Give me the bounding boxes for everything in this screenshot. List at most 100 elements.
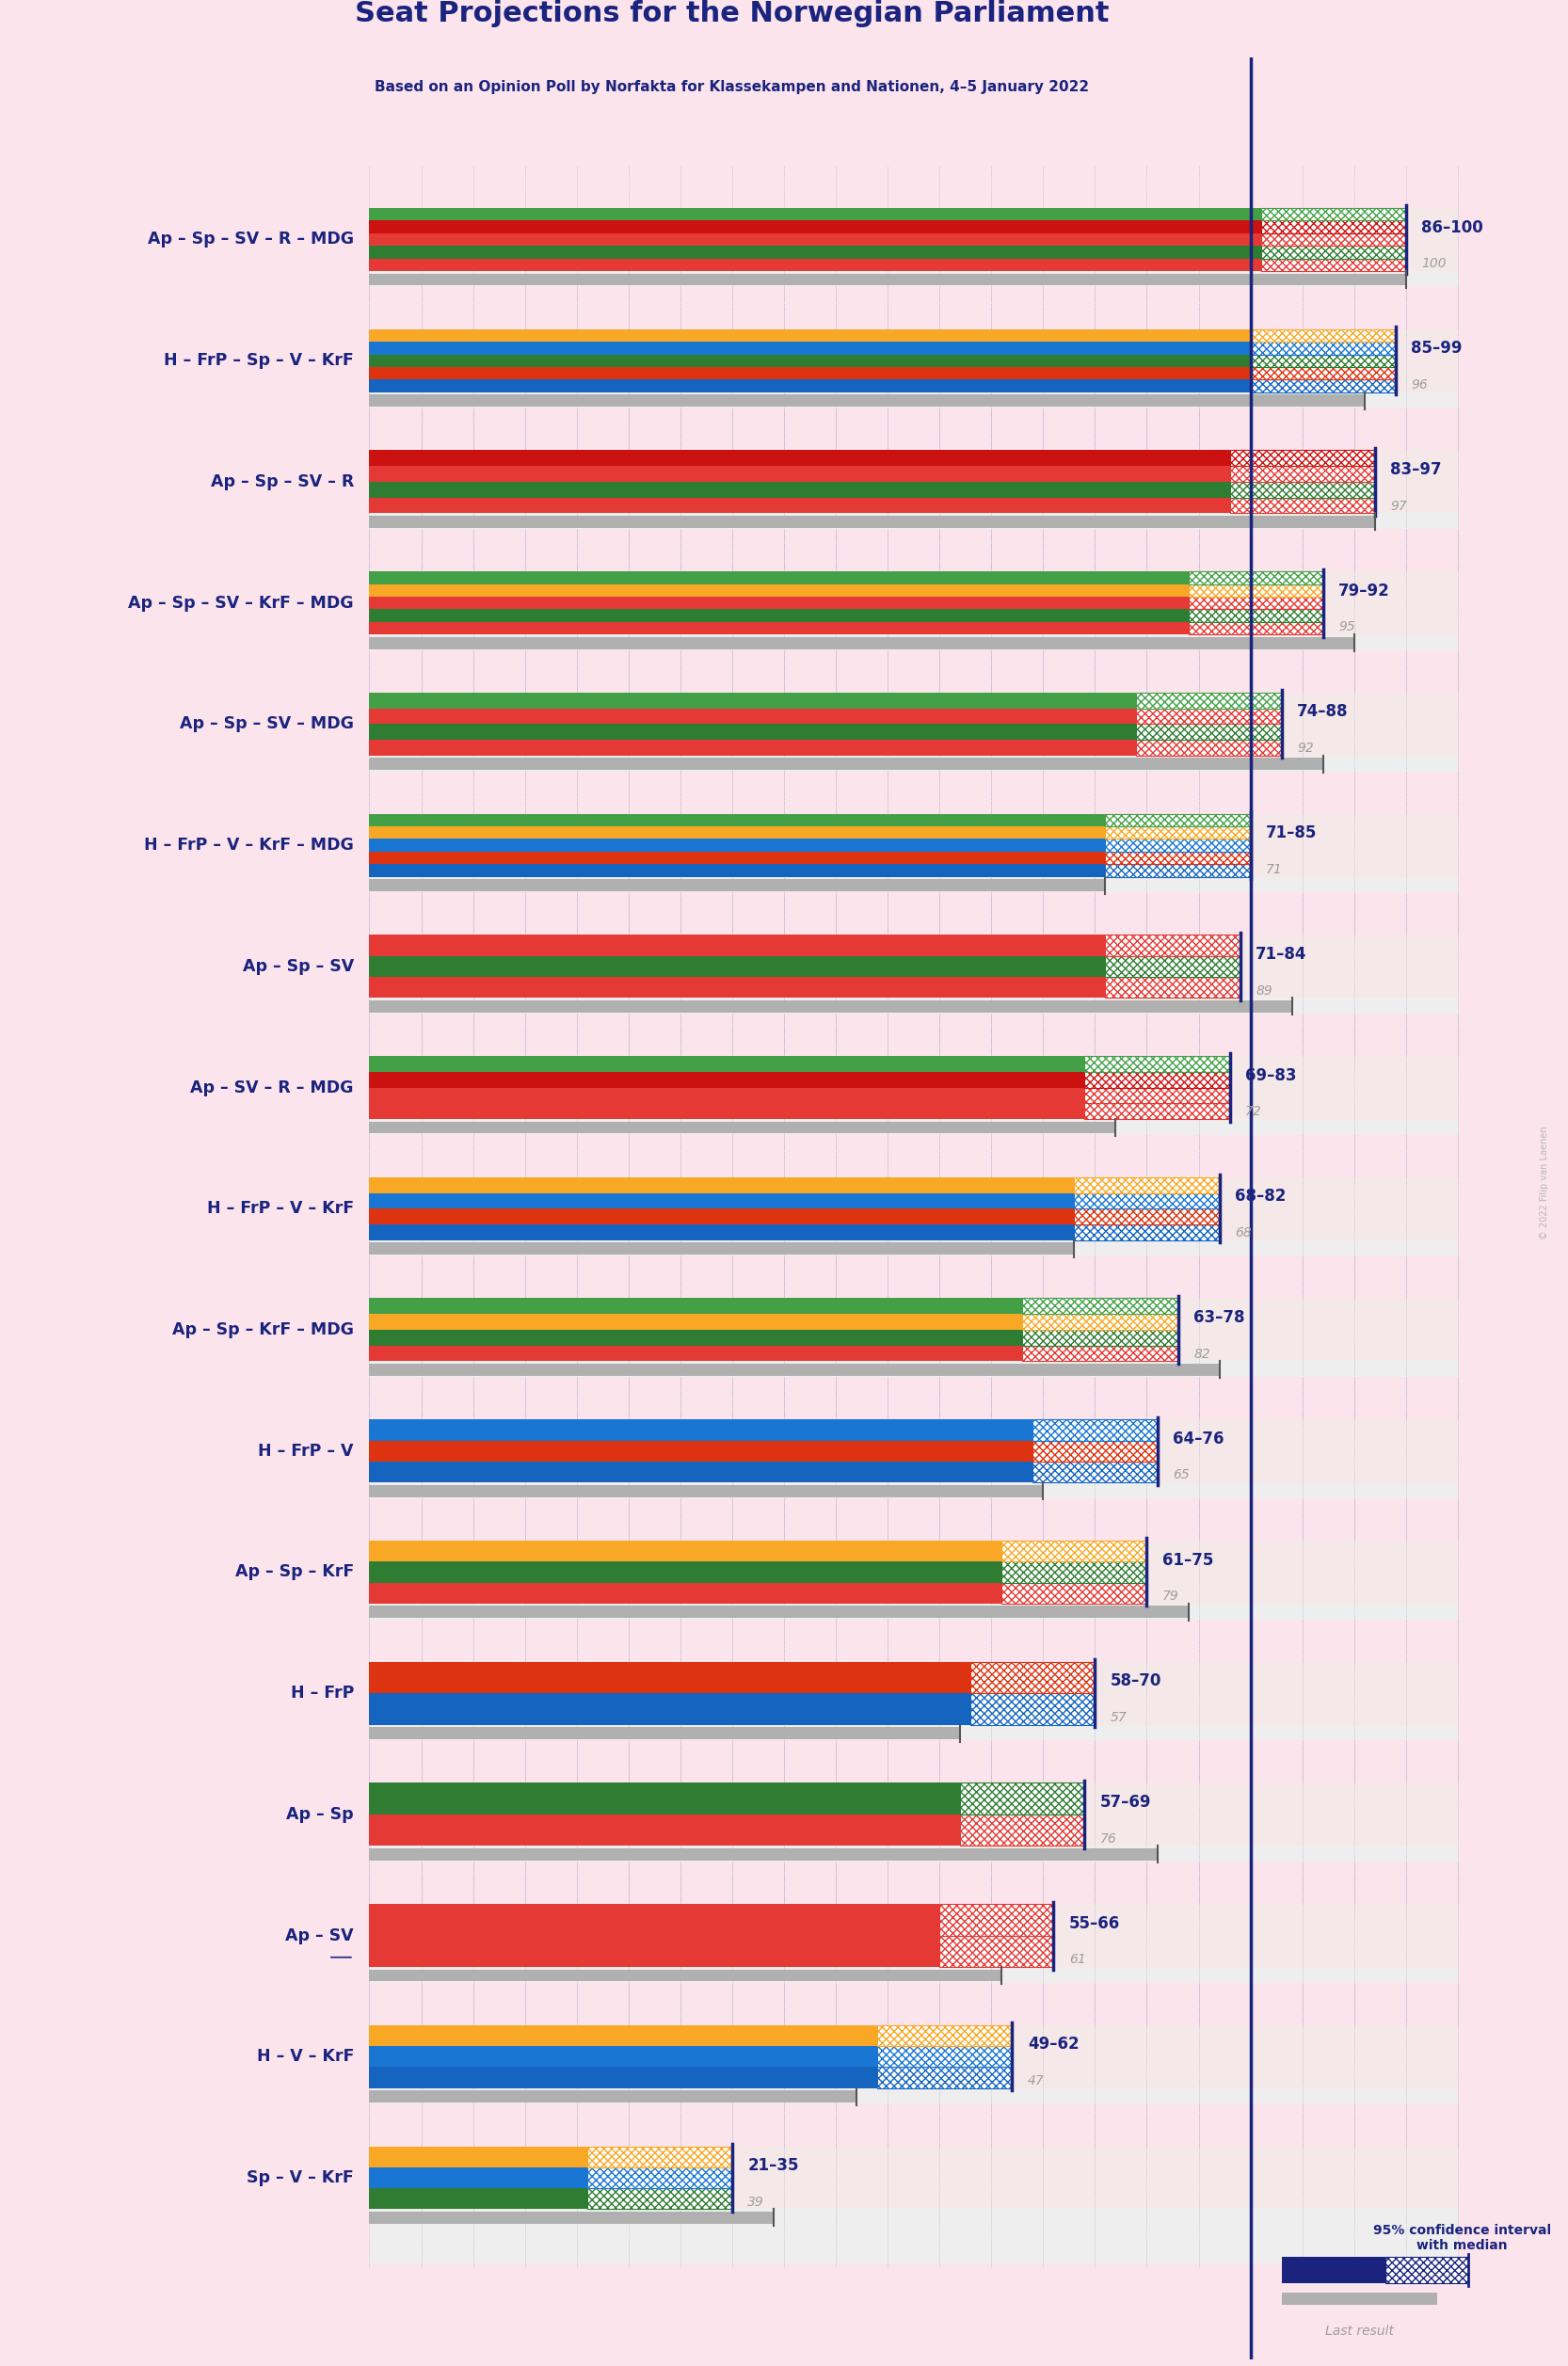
Bar bbox=[939, 1935, 1054, 1966]
Bar bbox=[1022, 1313, 1178, 1330]
Bar bbox=[370, 1242, 1074, 1254]
Text: 83–97: 83–97 bbox=[1391, 461, 1443, 478]
Bar bbox=[370, 220, 1261, 234]
Bar bbox=[370, 956, 1105, 977]
Bar bbox=[370, 1178, 1458, 1240]
Text: 76: 76 bbox=[1101, 1831, 1116, 1845]
Text: 58–70: 58–70 bbox=[1110, 1673, 1162, 1689]
Bar bbox=[370, 1299, 1022, 1313]
Bar bbox=[370, 741, 1137, 755]
Bar bbox=[370, 693, 1458, 755]
Bar bbox=[1137, 724, 1281, 741]
Bar bbox=[370, 880, 1105, 892]
Bar bbox=[960, 1784, 1085, 1815]
Text: 68–82: 68–82 bbox=[1236, 1188, 1286, 1204]
Bar bbox=[939, 1905, 1054, 1935]
Bar bbox=[370, 707, 1137, 724]
Bar bbox=[1022, 1346, 1178, 1360]
Bar bbox=[1250, 341, 1396, 355]
Text: 86–100: 86–100 bbox=[1422, 220, 1483, 237]
Bar bbox=[1105, 977, 1240, 998]
Bar bbox=[370, 1360, 1458, 1415]
Bar bbox=[370, 1969, 1002, 1980]
Bar bbox=[370, 636, 1355, 648]
Text: 71: 71 bbox=[1265, 864, 1283, 875]
Text: 55–66: 55–66 bbox=[1069, 1914, 1120, 1931]
Text: 57: 57 bbox=[1110, 1711, 1127, 1725]
Bar bbox=[1250, 355, 1396, 367]
Bar bbox=[370, 998, 1458, 1053]
Bar bbox=[370, 1178, 1074, 1192]
Text: 57–69: 57–69 bbox=[1101, 1793, 1151, 1810]
Bar bbox=[370, 724, 1137, 741]
Bar bbox=[370, 771, 1458, 814]
Bar bbox=[370, 878, 1458, 932]
Text: H – FrP – V – KrF: H – FrP – V – KrF bbox=[207, 1200, 354, 1216]
Bar bbox=[370, 1055, 1085, 1072]
Bar bbox=[1137, 693, 1281, 707]
Bar bbox=[370, 1330, 1022, 1346]
Text: 49–62: 49–62 bbox=[1027, 2037, 1079, 2054]
Text: 82: 82 bbox=[1193, 1346, 1210, 1360]
Bar bbox=[960, 1815, 1085, 1845]
Bar bbox=[370, 166, 1458, 208]
Bar bbox=[370, 1136, 1458, 1178]
Bar bbox=[877, 2068, 1011, 2089]
Text: Ap – Sp – SV – R – MDG: Ap – Sp – SV – R – MDG bbox=[147, 232, 354, 248]
Bar bbox=[1229, 450, 1375, 466]
Bar bbox=[1385, 2257, 1468, 2283]
Bar bbox=[370, 757, 1323, 769]
Bar bbox=[370, 1784, 960, 1815]
Bar bbox=[370, 1209, 1074, 1223]
Bar bbox=[370, 1727, 960, 1739]
Text: 47: 47 bbox=[1027, 2075, 1044, 2087]
Bar bbox=[1261, 258, 1406, 272]
Bar bbox=[370, 935, 1105, 956]
Bar bbox=[1137, 741, 1281, 755]
Bar bbox=[370, 1848, 1157, 1860]
Bar bbox=[370, 513, 1458, 568]
Bar bbox=[370, 1583, 1002, 1604]
Text: 68: 68 bbox=[1236, 1226, 1251, 1240]
Bar bbox=[370, 1088, 1085, 1103]
Bar bbox=[971, 1661, 1094, 1694]
Bar bbox=[1229, 497, 1375, 513]
Bar bbox=[1105, 840, 1250, 852]
Text: H – FrP – Sp – V – KrF: H – FrP – Sp – V – KrF bbox=[165, 353, 354, 369]
Text: 100: 100 bbox=[1422, 258, 1447, 270]
Bar bbox=[1002, 1583, 1146, 1604]
Bar bbox=[370, 1607, 1189, 1618]
Text: Based on an Opinion Poll by Norfakta for Klassekampen and Nationen, 4–5 January : Based on an Opinion Poll by Norfakta for… bbox=[375, 80, 1090, 95]
Bar bbox=[1250, 367, 1396, 379]
Bar bbox=[370, 573, 1458, 634]
Bar bbox=[1261, 220, 1406, 234]
Bar bbox=[370, 1694, 971, 1725]
Bar bbox=[370, 1121, 1116, 1133]
Bar bbox=[1105, 852, 1250, 864]
Text: 96: 96 bbox=[1411, 379, 1428, 390]
Bar bbox=[370, 1905, 939, 1935]
Bar bbox=[370, 355, 1250, 367]
Bar bbox=[370, 1119, 1458, 1174]
Bar bbox=[1105, 814, 1250, 826]
Bar bbox=[1085, 1072, 1229, 1088]
Bar bbox=[586, 2189, 732, 2210]
Bar bbox=[370, 2068, 877, 2089]
Bar bbox=[370, 1540, 1458, 1604]
Bar bbox=[370, 2146, 586, 2167]
Text: Ap – Sp: Ap – Sp bbox=[287, 1805, 354, 1822]
Text: 95% confidence interval
with median: 95% confidence interval with median bbox=[1374, 2224, 1551, 2252]
Bar bbox=[370, 1103, 1085, 1119]
Bar bbox=[370, 450, 1458, 513]
Text: 63–78: 63–78 bbox=[1193, 1308, 1245, 1325]
Bar bbox=[1002, 1562, 1146, 1583]
Text: 71–84: 71–84 bbox=[1256, 946, 1308, 963]
Bar bbox=[370, 208, 1261, 220]
Bar bbox=[877, 2025, 1011, 2047]
Bar bbox=[370, 274, 1406, 286]
Bar bbox=[370, 1618, 1458, 1661]
Text: © 2022 Filip van Laenen: © 2022 Filip van Laenen bbox=[1540, 1126, 1549, 1240]
Text: Ap – SV – R – MDG: Ap – SV – R – MDG bbox=[190, 1079, 354, 1095]
Bar bbox=[370, 516, 1375, 528]
Bar bbox=[1105, 956, 1240, 977]
